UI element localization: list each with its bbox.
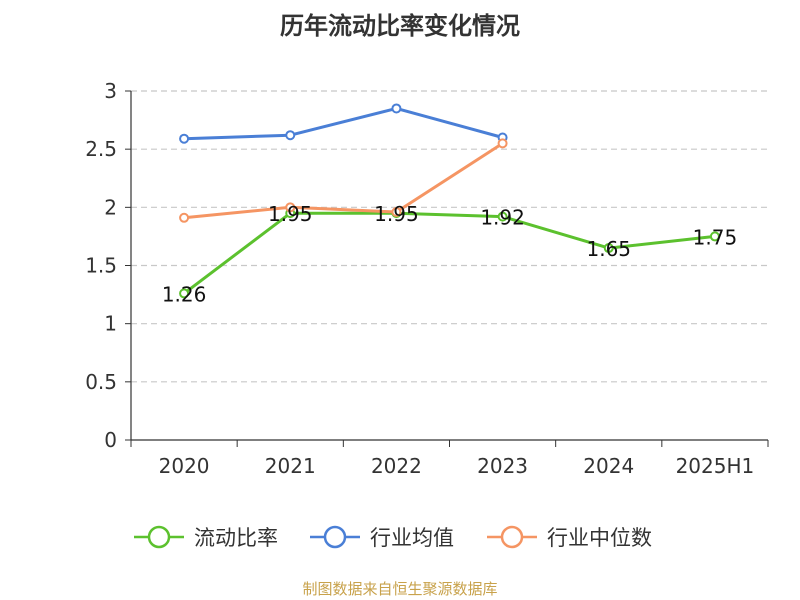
y-tick-label: 1.5 xyxy=(85,254,117,278)
data-label: 1.65 xyxy=(586,237,631,261)
data-point xyxy=(709,231,720,242)
data-point xyxy=(391,206,402,217)
data-labels: 1.26 1.95 1.95 1.92 1.65 1.75 xyxy=(162,202,737,306)
data-point xyxy=(603,243,614,254)
x-tick-label: 2021 xyxy=(265,454,316,478)
x-tick-label: 2022 xyxy=(371,454,422,478)
legend-label: 行业均值 xyxy=(370,526,454,550)
data-point xyxy=(179,133,190,144)
y-tick-label: 2 xyxy=(104,195,117,219)
data-point xyxy=(179,288,190,299)
x-tick-label: 2025H1 xyxy=(676,454,755,478)
series-line-2 xyxy=(184,106,503,141)
data-label: 1.95 xyxy=(268,202,313,226)
legend-marker xyxy=(500,525,524,549)
y-tick-label: 0 xyxy=(104,428,117,452)
source-note: 制图数据来自恒生聚源数据库 xyxy=(302,580,498,598)
series-line-1 xyxy=(183,211,716,295)
series-line-3 xyxy=(183,142,504,220)
data-point xyxy=(497,138,508,149)
data-label: 1.26 xyxy=(162,282,207,306)
series-lines xyxy=(179,103,720,299)
data-point xyxy=(285,130,296,141)
data-point xyxy=(179,212,190,223)
data-point xyxy=(497,211,508,222)
x-tick-label: 2024 xyxy=(583,454,634,478)
gridlines xyxy=(131,90,768,383)
legend[interactable]: 流动比率 行业均值 行业中位数 xyxy=(134,525,652,550)
y-tick-label: 0.5 xyxy=(85,370,117,394)
x-tick-label: 2023 xyxy=(477,454,528,478)
chart-title: 历年流动比率变化情况 xyxy=(280,12,520,40)
legend-marker xyxy=(147,525,171,549)
y-tick-label: 3 xyxy=(104,79,117,103)
y-tick-label: 2.5 xyxy=(85,137,117,161)
legend-label: 流动比率 xyxy=(194,526,278,550)
data-label: 1.75 xyxy=(693,225,738,249)
legend-item-1[interactable]: 流动比率 xyxy=(134,525,278,550)
axes: 0 0.5 1 1.5 2 2.5 3 2020 2021 2022 2023 2024 2025H1 xyxy=(85,79,769,478)
legend-label: 行业中位数 xyxy=(547,526,652,550)
data-point xyxy=(391,103,402,114)
y-tick-label: 1 xyxy=(104,312,117,336)
legend-item-2[interactable]: 行业均值 xyxy=(310,525,454,550)
data-label: 1.95 xyxy=(374,202,419,226)
data-point xyxy=(285,202,296,213)
legend-marker xyxy=(323,525,347,549)
x-tick-label: 2020 xyxy=(159,454,210,478)
legend-item-3[interactable]: 行业中位数 xyxy=(487,525,652,550)
data-label: 1.92 xyxy=(480,206,525,230)
